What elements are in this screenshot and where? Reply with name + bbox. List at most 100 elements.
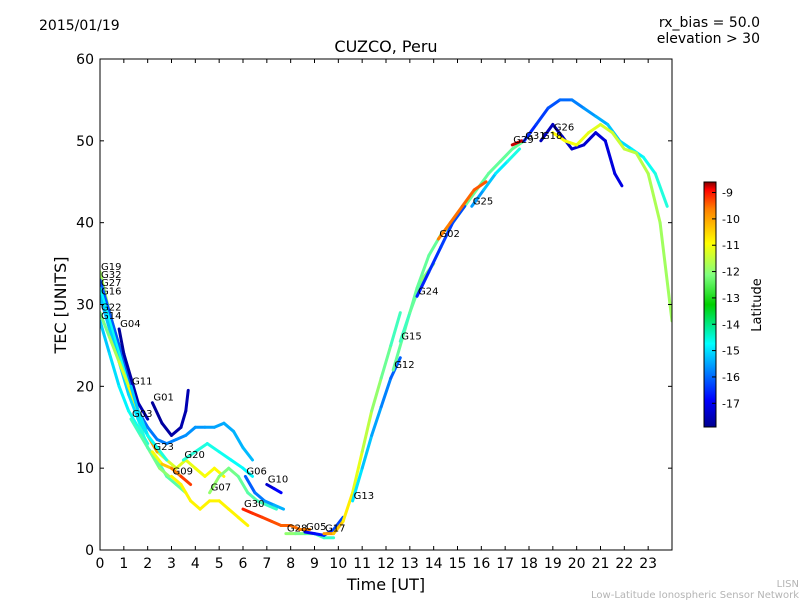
series-segment <box>594 131 607 143</box>
series-segment <box>594 114 610 126</box>
colorbar-tick-label: -15 <box>722 345 740 358</box>
series-segment <box>603 139 617 176</box>
series-g07 <box>208 466 278 511</box>
series-segment <box>117 327 126 356</box>
series-segment <box>546 98 562 110</box>
series-segment <box>170 425 183 437</box>
y-tick-label: 40 <box>76 216 94 232</box>
series-label: G09 <box>173 466 193 477</box>
x-tick-label: 4 <box>191 556 200 572</box>
series-segment <box>236 515 250 527</box>
series-segment <box>241 466 254 478</box>
series-segment <box>129 384 140 413</box>
series-label: G19 <box>101 262 121 273</box>
series-segment <box>653 172 669 208</box>
series-label: G06 <box>246 466 266 477</box>
series-segment <box>117 360 131 388</box>
x-tick-label: 18 <box>520 556 538 572</box>
date-label: 2015/01/19 <box>39 18 120 34</box>
colorbar-tick-label: -12 <box>722 266 740 279</box>
footer-lisn: LISN <box>777 579 799 590</box>
series-g25 <box>470 147 521 208</box>
series-segment <box>463 188 479 208</box>
series-label: G16 <box>101 286 121 297</box>
series-label: G20 <box>184 450 204 461</box>
x-tick-label: 2 <box>143 556 152 572</box>
x-tick-label: 17 <box>496 556 514 572</box>
series-segment <box>117 384 131 413</box>
series-segment <box>494 159 510 176</box>
series-segment <box>117 343 131 380</box>
series-segment <box>148 450 162 470</box>
y-tick-label: 20 <box>76 379 94 395</box>
series-segment <box>263 499 276 507</box>
series-segment <box>158 466 171 478</box>
x-tick-label: 20 <box>568 556 586 572</box>
series-segment <box>618 139 633 151</box>
colorbar-ticks: -9 -10 -11 -12 -13 -14 -15 -16 -17 <box>712 187 740 410</box>
series-g04 <box>117 327 150 421</box>
x-tick-label: 16 <box>472 556 490 572</box>
series-label: G07 <box>211 483 231 494</box>
series-segment <box>212 421 226 429</box>
series-segment <box>208 474 221 495</box>
x-tick-label: 13 <box>401 556 419 572</box>
series-segment <box>129 376 140 405</box>
x-tick-label: 7 <box>262 556 271 572</box>
series-segment <box>170 466 183 478</box>
series-segment <box>272 503 285 511</box>
series-segment <box>229 458 245 470</box>
series-label: G13 <box>354 491 374 502</box>
series-label: G12 <box>394 360 414 371</box>
series-label: G04 <box>120 319 140 330</box>
series-segment <box>265 503 278 511</box>
series-segment <box>174 433 188 441</box>
series-segment <box>227 507 240 519</box>
series-segment <box>100 319 111 356</box>
series-segment <box>136 401 150 421</box>
series-segment <box>332 515 345 531</box>
series-g02 <box>436 180 488 241</box>
series-segment <box>217 450 233 462</box>
x-tick-label: 11 <box>353 556 371 572</box>
y-axis-label: TEC [UNITS] <box>51 257 70 355</box>
colorbar-tick-label: -14 <box>722 318 740 331</box>
y-tick-label: 10 <box>76 461 94 477</box>
series-segment <box>217 466 231 478</box>
colorbar-tick-label: -13 <box>722 292 740 305</box>
series-segment <box>160 421 173 437</box>
series-g24 <box>415 204 467 298</box>
series-segment <box>379 376 393 409</box>
series-segment <box>360 409 374 454</box>
series-segment <box>193 442 209 454</box>
colorbar-tick-label: -10 <box>722 213 740 226</box>
series-segment <box>241 446 254 462</box>
series-label: G28 <box>287 524 307 535</box>
series-segment <box>198 499 212 511</box>
series-segment <box>217 499 231 511</box>
series-segment <box>181 450 197 462</box>
series-g09 <box>170 474 250 527</box>
series-segment <box>506 147 521 163</box>
series-label: G27 <box>101 278 121 289</box>
series-label: G14 <box>101 311 121 322</box>
series-label: G05 <box>306 522 326 533</box>
series-segment <box>370 376 383 413</box>
series-segment <box>100 286 111 323</box>
colorbar-tick-label: -9 <box>722 187 733 200</box>
series-segment <box>370 405 383 437</box>
series-segment <box>170 474 183 486</box>
series-segment <box>599 123 614 135</box>
x-tick-label: 23 <box>639 556 657 572</box>
series-segment <box>146 433 159 450</box>
series-segment <box>155 446 169 462</box>
series-segment <box>184 458 197 470</box>
elevation-label: elevation > 30 <box>657 31 760 47</box>
series-segment <box>534 106 550 126</box>
series-segment <box>100 278 111 315</box>
series-segment <box>289 524 302 531</box>
series-segment <box>241 507 254 515</box>
series-segment <box>136 409 150 437</box>
x-tick-label: 6 <box>239 556 248 572</box>
series-segment <box>360 433 374 470</box>
